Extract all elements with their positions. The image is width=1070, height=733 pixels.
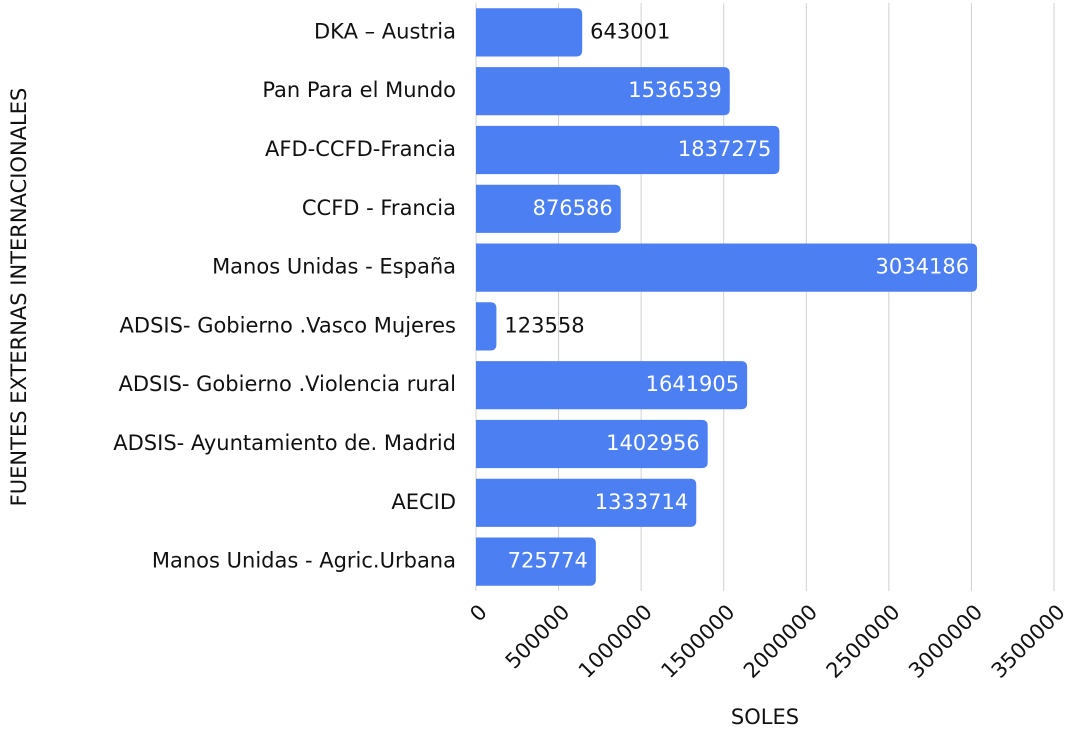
data-label: 1402956 <box>606 431 700 455</box>
y-tick-label: Pan Para el Mundo <box>262 78 456 102</box>
bar <box>476 67 730 116</box>
bar <box>476 302 497 351</box>
y-tick-label: CCFD - Francia <box>302 196 456 220</box>
x-tick-label: 2500000 <box>822 600 905 683</box>
bar <box>476 537 596 586</box>
y-tick-label: ADSIS- Ayuntamiento de. Madrid <box>113 431 456 455</box>
y-tick-label: DKA – Austria <box>314 19 456 43</box>
bar <box>476 8 583 57</box>
data-label: 1641905 <box>646 372 740 396</box>
y-tick-label: ADSIS- Gobierno .Violencia rural <box>119 372 456 396</box>
y-tick-label: Manos Unidas - Agric.Urbana <box>152 549 456 573</box>
y-tick-label: AFD-CCFD-Francia <box>265 137 456 161</box>
bar <box>476 125 780 175</box>
data-label: 643001 <box>590 19 670 43</box>
bar <box>476 478 697 527</box>
x-tick-label: 1000000 <box>574 600 657 683</box>
y-tick-label: Manos Unidas - España <box>212 255 456 279</box>
x-axis-title: SOLES <box>731 705 799 729</box>
x-tick-label: 0 <box>465 600 491 626</box>
bar <box>476 243 978 292</box>
y-tick-label: ADSIS- Gobierno .Vasco Mujeres <box>120 313 456 337</box>
data-label: 1333714 <box>595 490 689 514</box>
x-tick-label: 3500000 <box>987 600 1070 683</box>
y-axis-title: FUENTES EXTERNAS INTERNACIONALES <box>7 88 31 507</box>
data-label: 1536539 <box>628 78 722 102</box>
bar <box>476 361 748 410</box>
data-label: 725774 <box>508 549 588 573</box>
data-label: 123558 <box>504 313 584 337</box>
data-label: 876586 <box>533 196 613 220</box>
y-tick-label: AECID <box>391 490 456 514</box>
data-label: 1837275 <box>678 137 772 161</box>
bar <box>476 184 621 233</box>
x-tick-label: 500000 <box>501 600 575 674</box>
data-label: 3034186 <box>876 255 970 279</box>
x-tick-label: 2000000 <box>739 600 822 683</box>
x-tick-label: 3000000 <box>904 600 987 683</box>
bar <box>476 419 708 469</box>
x-tick-label: 1500000 <box>656 600 739 683</box>
